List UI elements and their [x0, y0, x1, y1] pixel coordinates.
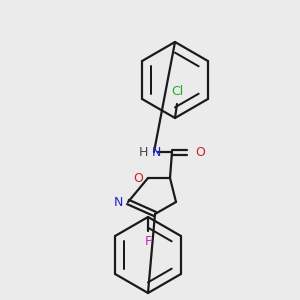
Text: N: N [152, 146, 161, 158]
Text: O: O [195, 146, 205, 158]
Text: O: O [133, 172, 143, 184]
Text: F: F [144, 235, 152, 248]
Text: N: N [114, 196, 123, 208]
Text: H: H [139, 146, 148, 158]
Text: Cl: Cl [171, 85, 183, 98]
